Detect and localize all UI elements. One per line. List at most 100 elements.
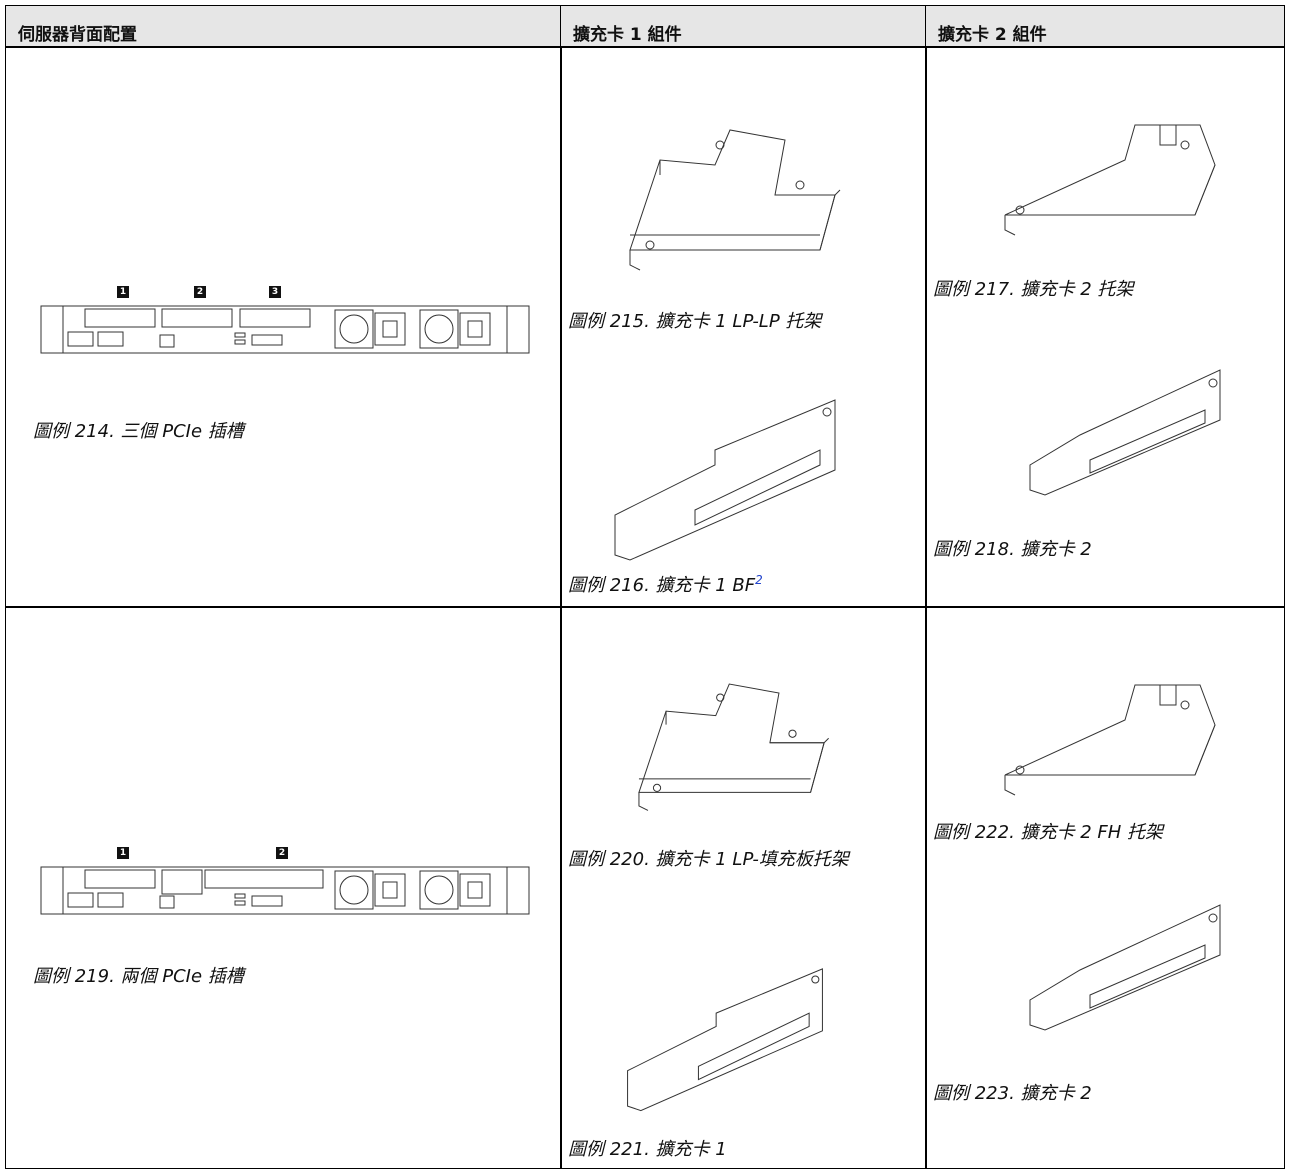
- figure-caption: 圖例 219. 兩個 PCIe 插槽: [33, 966, 244, 987]
- caption-text: 圖例 216. 擴充卡 1 BF: [568, 575, 756, 596]
- server-rear-illustration: [40, 866, 530, 916]
- illustration-part: [375, 874, 405, 906]
- illustration-part: [162, 309, 232, 327]
- illustration-part: [507, 867, 529, 914]
- illustration-part: [375, 313, 405, 345]
- illustration-part: [1090, 945, 1205, 1008]
- header-text: 伺服器背面配置: [18, 25, 137, 45]
- illustration-part: [639, 711, 811, 779]
- illustration-part: [235, 333, 245, 337]
- footnote-ref[interactable]: 2: [755, 573, 763, 587]
- illustration-part: [1160, 685, 1176, 705]
- illustration-part: [85, 309, 155, 327]
- illustration-part: [717, 694, 724, 701]
- illustration-part: [812, 976, 819, 983]
- table-cell: [925, 606, 1285, 1169]
- illustration-part: [468, 882, 482, 898]
- illustration-part: [1016, 766, 1024, 774]
- illustration-part: [630, 130, 835, 250]
- illustration-part: [630, 190, 840, 270]
- riser-cage-illustration: [985, 675, 1230, 805]
- callout: 1: [117, 286, 129, 298]
- illustration-part: [460, 313, 490, 345]
- illustration-part: [1005, 725, 1215, 795]
- illustration-part: [1209, 379, 1217, 387]
- illustration-part: [507, 306, 529, 353]
- illustration-part: [695, 450, 820, 525]
- header-cell: 擴充卡 1 組件: [560, 5, 927, 48]
- callout: 1: [117, 847, 129, 859]
- illustration-part: [698, 1013, 809, 1079]
- callout: 3: [269, 286, 281, 298]
- riser-cage-illustration: [600, 120, 845, 275]
- illustration-part: [1030, 370, 1220, 495]
- illustration-part: [160, 335, 174, 347]
- illustration-part: [628, 969, 823, 1111]
- header-cell: 擴充卡 2 組件: [925, 5, 1285, 48]
- illustration-part: [235, 894, 245, 898]
- header-cell: 伺服器背面配置: [5, 5, 562, 48]
- illustration-part: [85, 870, 155, 888]
- riser-card-illustration: [1020, 365, 1230, 505]
- illustration-part: [420, 310, 458, 348]
- illustration-part: [823, 408, 831, 416]
- illustration-part: [1209, 914, 1217, 922]
- illustration-part: [653, 784, 660, 791]
- illustration-part: [630, 160, 820, 235]
- illustration-part: [420, 871, 458, 909]
- illustration-part: [160, 896, 174, 908]
- illustration-part: [615, 400, 835, 560]
- illustration-part: [1181, 701, 1189, 709]
- header-text: 擴充卡 1 組件: [573, 25, 682, 45]
- riser-cage-illustration: [600, 675, 845, 815]
- illustration-part: [235, 340, 245, 344]
- table-cell: [925, 46, 1285, 608]
- illustration-part: [383, 882, 397, 898]
- figure-caption: 圖例 223. 擴充卡 2: [933, 1083, 1092, 1104]
- illustration-part: [235, 901, 245, 905]
- illustration-part: [340, 315, 368, 343]
- illustration-part: [468, 321, 482, 337]
- illustration-part: [796, 181, 804, 189]
- riser-card-illustration: [605, 960, 845, 1115]
- riser-cage-illustration: [985, 120, 1230, 240]
- table-cell: [5, 606, 562, 1169]
- figure-caption: 圖例 220. 擴充卡 1 LP-填充板托架: [568, 849, 849, 870]
- illustration-part: [68, 893, 93, 907]
- illustration-part: [789, 730, 796, 737]
- figure-caption: 圖例 214. 三個 PCIe 插槽: [33, 421, 244, 442]
- illustration-part: [162, 870, 202, 894]
- riser-card-illustration: [1020, 900, 1230, 1040]
- illustration-part: [335, 871, 373, 909]
- table-cell: [560, 46, 927, 608]
- illustration-part: [639, 738, 829, 810]
- illustration-part: [68, 332, 93, 346]
- illustration-part: [1005, 685, 1215, 775]
- illustration-part: [383, 321, 397, 337]
- illustration-part: [340, 876, 368, 904]
- figure-caption: 圖例 216. 擴充卡 1 BF2: [568, 568, 763, 598]
- illustration-part: [425, 315, 453, 343]
- illustration-part: [1030, 905, 1220, 1030]
- illustration-part: [335, 310, 373, 348]
- illustration-part: [460, 874, 490, 906]
- callout: 2: [194, 286, 206, 298]
- riser-card-illustration: [605, 390, 845, 565]
- illustration-part: [205, 870, 323, 888]
- figure-caption: 圖例 217. 擴充卡 2 托架: [933, 279, 1134, 300]
- illustration-part: [1090, 410, 1205, 473]
- illustration-part: [646, 241, 654, 249]
- illustration-part: [41, 306, 63, 353]
- illustration-part: [1005, 165, 1215, 235]
- header-text: 擴充卡 2 組件: [938, 25, 1047, 45]
- illustration-part: [98, 893, 123, 907]
- table-cell: [560, 606, 927, 1169]
- illustration-part: [240, 309, 310, 327]
- illustration-part: [639, 684, 824, 792]
- illustration-part: [41, 867, 63, 914]
- figure-caption: 圖例 221. 擴充卡 1: [568, 1139, 727, 1160]
- illustration-part: [1005, 125, 1215, 215]
- server-rear-illustration: [40, 305, 530, 355]
- illustration-part: [1160, 125, 1176, 145]
